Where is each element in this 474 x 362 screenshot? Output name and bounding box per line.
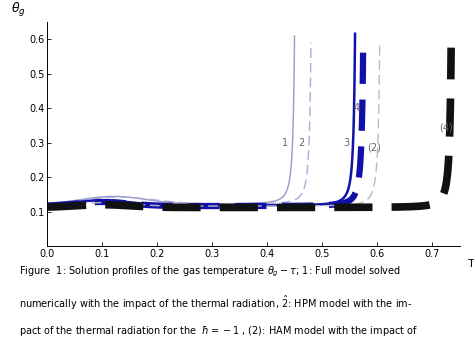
Text: 4: 4 — [354, 103, 360, 113]
Text: (2): (2) — [367, 143, 381, 153]
Text: pact of the thermal radiation for the  $\hbar=-1$ , (2): HAM model with the impa: pact of the thermal radiation for the $\… — [19, 324, 418, 338]
Text: 2: 2 — [298, 138, 305, 148]
Text: 1: 1 — [283, 138, 289, 148]
Text: 3: 3 — [343, 138, 349, 148]
Text: T: T — [468, 259, 474, 269]
Text: $\theta_g$: $\theta_g$ — [11, 1, 26, 20]
Text: (4): (4) — [439, 122, 453, 132]
Text: Figure  1: Solution profiles of the gas temperature $\theta_g-\tau$; 1: Full mod: Figure 1: Solution profiles of the gas t… — [19, 264, 401, 279]
Text: numerically with the impact of the thermal radiation, $\hat{2}$: HPM model with : numerically with the impact of the therm… — [19, 294, 412, 312]
